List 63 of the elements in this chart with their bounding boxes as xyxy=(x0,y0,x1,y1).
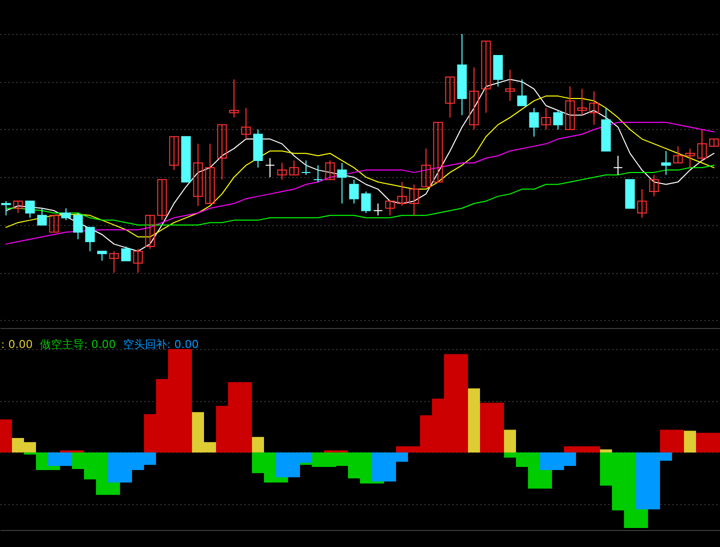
candlestick xyxy=(229,78,239,118)
candlestick xyxy=(109,250,119,274)
candlestick xyxy=(277,162,287,180)
candlestick xyxy=(49,214,59,233)
candlestick xyxy=(529,107,539,138)
candlestick xyxy=(145,214,155,250)
candlestick xyxy=(685,148,695,168)
candlestick xyxy=(397,181,407,206)
candlestick xyxy=(13,200,23,214)
candlestick xyxy=(697,128,707,162)
candlestick xyxy=(301,160,311,176)
candlestick xyxy=(373,202,383,216)
candlestick xyxy=(97,250,107,262)
candlestick xyxy=(349,179,359,204)
candlestick xyxy=(469,66,479,130)
candlestick xyxy=(505,69,515,102)
text: 做空主导: 0.00 xyxy=(40,338,116,351)
bar xyxy=(252,436,264,452)
candlestick xyxy=(157,179,167,221)
candlestick xyxy=(313,164,323,182)
candlestick xyxy=(517,78,527,106)
candlestick xyxy=(241,107,251,140)
candlestick xyxy=(25,200,35,218)
candlestick xyxy=(385,200,395,216)
candlestick xyxy=(637,188,647,218)
candlestick xyxy=(661,150,671,176)
candlestick xyxy=(541,107,551,130)
candlestick xyxy=(133,248,143,274)
candlestick xyxy=(481,40,491,114)
candlestick xyxy=(433,122,443,182)
candlestick xyxy=(217,124,227,180)
candlestick xyxy=(205,143,215,204)
text: : 0.00 xyxy=(1,338,33,351)
bar xyxy=(0,419,12,452)
candlestick xyxy=(421,148,431,188)
candlestick xyxy=(85,226,95,252)
bar xyxy=(504,430,516,452)
candlestick xyxy=(673,146,683,164)
bar xyxy=(684,430,696,452)
bar xyxy=(468,388,480,452)
candlestick xyxy=(289,160,299,176)
candlestick xyxy=(61,208,71,221)
candlestick xyxy=(121,246,131,262)
candlestick xyxy=(589,90,599,126)
candlestick xyxy=(337,162,347,204)
candlestick xyxy=(169,136,179,171)
candlestick xyxy=(325,160,335,180)
candlestick xyxy=(1,200,11,216)
candlestick xyxy=(613,155,623,176)
candlestick xyxy=(445,76,455,118)
bar xyxy=(600,449,612,452)
candlestick xyxy=(553,110,563,130)
candlestick xyxy=(565,86,575,130)
candlestick xyxy=(649,174,659,197)
candlestick xyxy=(193,143,203,206)
candlestick xyxy=(577,88,587,116)
candlestick xyxy=(73,212,83,240)
candlestick xyxy=(265,158,275,178)
candlestick xyxy=(37,208,47,226)
candlestick xyxy=(361,191,371,214)
candlestick xyxy=(493,54,503,88)
candlestick xyxy=(409,184,419,216)
text: 空头回补: 0.00 xyxy=(123,338,199,351)
